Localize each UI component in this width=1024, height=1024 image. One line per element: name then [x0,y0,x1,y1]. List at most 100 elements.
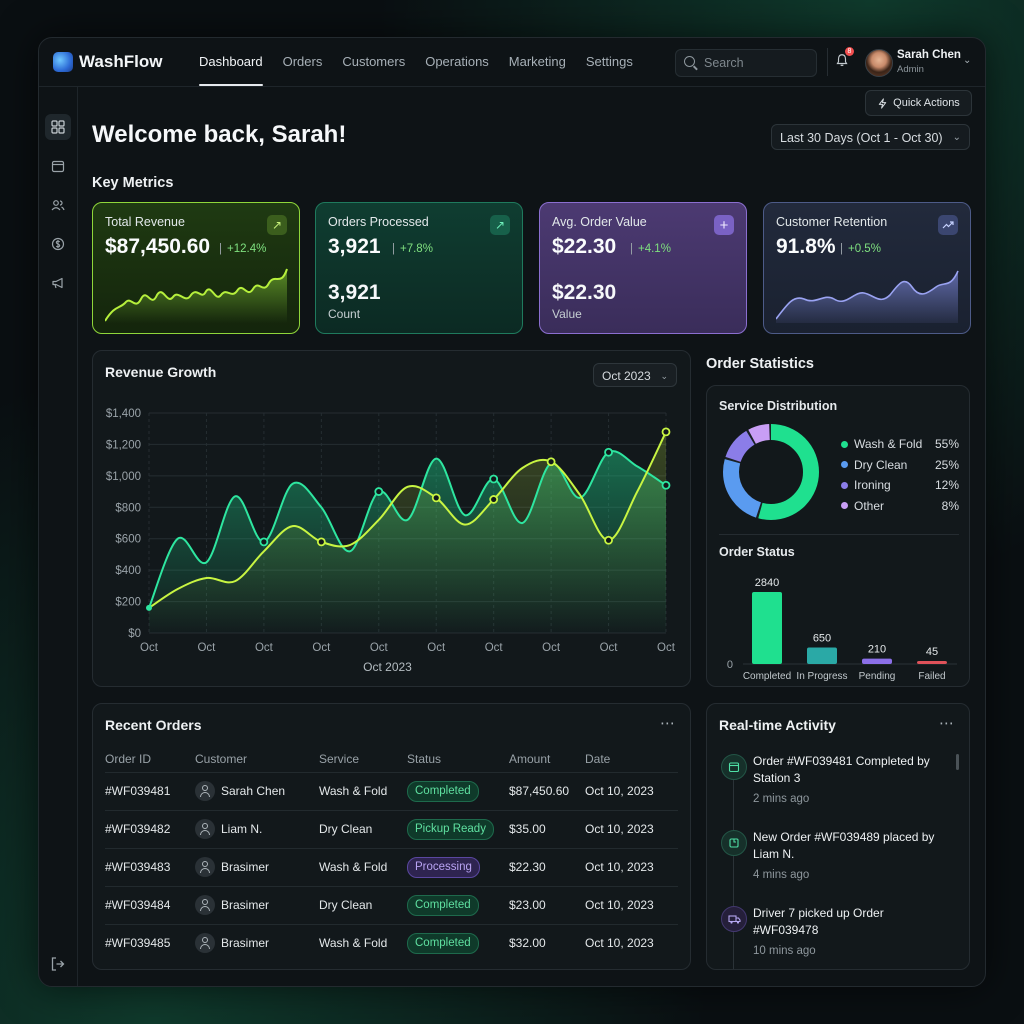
x-tick-label: Oct [197,642,216,654]
data-point[interactable] [661,480,671,490]
x-tick-label: Oct [255,642,274,654]
bell-icon[interactable] [835,53,849,67]
data-point[interactable] [489,495,499,504]
col-amount[interactable]: Amount [509,752,551,766]
order-id-cell[interactable]: #WF039482 [105,822,171,836]
legend-value: 8% [941,498,959,513]
order-id-cell[interactable]: #WF039481 [105,784,171,798]
data-point[interactable] [146,604,152,611]
activity-scrollbar[interactable] [956,754,959,770]
user-avatar[interactable] [865,49,893,77]
table-row[interactable]: #WF039485 Brasimer Wash & Fold Completed $32… [105,924,678,962]
nav-operations[interactable]: Operations [425,54,489,69]
amount-cell: $35.00 [509,822,546,836]
legend-value: 25% [934,457,959,472]
plus-icon: + [714,215,734,235]
data-point[interactable] [604,447,613,457]
dollar-icon[interactable] [45,231,71,257]
logout-icon[interactable] [50,956,66,972]
metric-card-avg-order-value[interactable]: Avg. Order Value $22.30 +4.1% + $22.30 V… [539,202,747,334]
revenue-growth-panel: Revenue Growth Oct 2023 ⌄ $0 $200 $400 $600… [92,350,691,687]
col-status[interactable]: Status [407,752,442,766]
nav-marketing[interactable]: Marketing [508,54,566,69]
order-id-cell[interactable]: #WF039484 [105,898,171,912]
x-tick-label: Oct [657,642,676,654]
chevron-down-icon: ⌄ [660,371,668,381]
metric-sub-label: Value [552,307,582,321]
search-input[interactable] [702,53,814,73]
metric-sub-value: $22.30 [552,281,617,304]
revenue-growth-title: Revenue Growth [105,364,217,380]
legend-item[interactable]: Dry Clean 25% [841,455,959,476]
data-point[interactable] [316,537,326,547]
bar[interactable] [917,661,947,664]
donut-slice[interactable] [723,424,819,520]
order-id-cell[interactable]: #WF039485 [105,936,171,950]
service-cell: Dry Clean [319,898,373,912]
table-row[interactable]: #WF039484 Brasimer Dry Clean Completed $23.0… [105,886,678,925]
search-box [675,49,817,77]
status-badge: Pickup Ready [407,819,494,840]
calendar-icon[interactable] [45,153,71,179]
order-id-cell[interactable]: #WF039483 [105,860,171,874]
bar-category-label: In Progress [796,671,847,682]
more-options-icon[interactable]: ⋯ [660,715,676,732]
data-point[interactable] [489,474,499,484]
megaphone-icon[interactable] [45,270,71,296]
brand-name: WashFlow [79,52,163,71]
calendar-icon [721,754,747,780]
y-tick-label: $1,400 [106,408,141,420]
donut-slice[interactable] [723,424,819,520]
metric-card-customer-retention[interactable]: Customer Retention 91.8% +0.5% [763,202,971,334]
activity-item-title[interactable]: New Order #WF039489 placed by Liam N. [753,830,935,861]
activity-item-title[interactable]: Order #WF039481 Completed by Station 3 [753,754,930,785]
more-options-icon[interactable]: ⋯ [939,715,955,732]
metric-card-total-revenue[interactable]: Total Revenue $87,450.60 +12.4% ↗ [92,202,300,334]
metric-card-orders-processed[interactable]: Orders Processed 3,921 +7.8% ↗ 3,921 Cou… [315,202,523,334]
top-bar: WashFlow Dashboard Orders Customers Oper… [39,38,985,87]
table-row[interactable]: #WF039483 Brasimer Wash & Fold Processing $2… [105,848,678,887]
date-range-select[interactable]: Last 30 Days (Oct 1 - Oct 30) ⌄ [771,124,970,150]
data-point[interactable] [259,537,269,547]
data-point[interactable] [546,457,556,467]
data-point[interactable] [661,427,671,437]
y-tick-label: $200 [115,597,141,609]
bar[interactable] [807,647,837,664]
users-icon[interactable] [45,192,71,218]
customer-avatar-icon [195,933,215,953]
col-customer[interactable]: Customer [195,752,248,766]
status-badge: Processing [407,857,480,878]
bar[interactable] [752,592,782,664]
lightning-icon [878,97,887,109]
grid-icon[interactable] [45,114,71,140]
nav-dashboard[interactable]: Dashboard [189,38,273,86]
month-select[interactable]: Oct 2023 ⌄ [593,363,677,387]
legend-value: 55% [934,437,959,452]
chevron-down-icon[interactable]: ⌄ [963,55,972,66]
bar[interactable] [862,658,892,664]
bar-category-label: Completed [743,671,791,682]
data-point[interactable] [374,487,384,496]
main-nav: Dashboard Orders Customers Operations Ma… [189,38,643,86]
legend-item[interactable]: Other 8% [841,496,959,517]
quick-actions-button[interactable]: Quick Actions [865,90,972,116]
nav-customers[interactable]: Customers [342,54,406,69]
main-content: Quick Actions Welcome back, Sarah! Last … [78,87,985,986]
col-service[interactable]: Service [319,752,360,766]
data-point[interactable] [431,493,441,503]
bar-value-label: 2840 [755,577,779,589]
y-tick-label: $0 [128,628,141,640]
nav-orders[interactable]: Orders [282,54,323,69]
col-order-id[interactable]: Order ID [105,752,152,766]
data-point[interactable] [604,535,613,545]
nav-settings[interactable]: Settings [585,54,633,69]
legend-item[interactable]: Ironing 12% [841,475,959,496]
col-date[interactable]: Date [585,752,611,766]
table-row[interactable]: #WF039481 Sarah Chen Wash & Fold Completed $… [105,772,678,811]
service-legend: Wash & Fold 55% Dry Clean 25% Ironing 12% Othe… [841,434,959,516]
activity-item-title[interactable]: Driver 7 picked up Order #WF039478 [753,906,884,937]
table-row[interactable]: #WF039482 Liam N. Dry Clean Pickup Ready $35… [105,810,678,849]
user-name[interactable]: Sarah Chen [897,49,961,61]
metric-delta: +0.5% [840,243,881,255]
legend-item[interactable]: Wash & Fold 55% [841,434,959,455]
